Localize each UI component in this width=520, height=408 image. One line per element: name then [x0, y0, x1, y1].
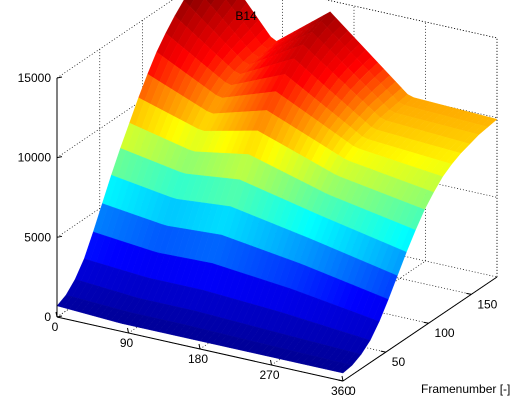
y-tick-mark	[423, 321, 429, 324]
x-tick-mark	[55, 311, 58, 318]
z-tick-label: 15000	[18, 71, 52, 85]
y-tick-label: 100	[435, 326, 455, 340]
x-tick-label: 360	[331, 384, 351, 398]
z-tick-label: 5000	[24, 230, 51, 244]
x-tick-label: 270	[259, 368, 279, 382]
x-tick-label: 90	[120, 336, 134, 350]
x-tick-mark	[198, 343, 201, 350]
x-tick-mark	[341, 375, 344, 382]
x-tick-mark	[270, 359, 272, 366]
y-axis-label: Framenumber [-]	[421, 382, 510, 396]
surface-patch	[336, 363, 353, 374]
y-tick-label: 150	[477, 297, 497, 311]
y-tick-mark	[380, 350, 386, 353]
x-tick-label: 180	[188, 352, 208, 366]
z-tick-label: 10000	[18, 151, 52, 165]
x-tick-label: 0	[52, 320, 59, 334]
y-tick-mark	[466, 292, 472, 295]
chart-title: B14	[235, 9, 257, 23]
z-tick-mark	[56, 76, 63, 79]
z-tick-mark	[56, 156, 63, 159]
x-tick-mark	[127, 327, 129, 334]
z-tick-mark	[56, 235, 63, 238]
z-tick-mark	[56, 315, 63, 318]
y-tick-mark	[337, 379, 344, 382]
y-tick-label: 0	[349, 384, 356, 398]
y-tick-label: 50	[392, 355, 406, 369]
z-tick-label: 0	[44, 310, 51, 324]
surface-layer	[56, 0, 498, 374]
